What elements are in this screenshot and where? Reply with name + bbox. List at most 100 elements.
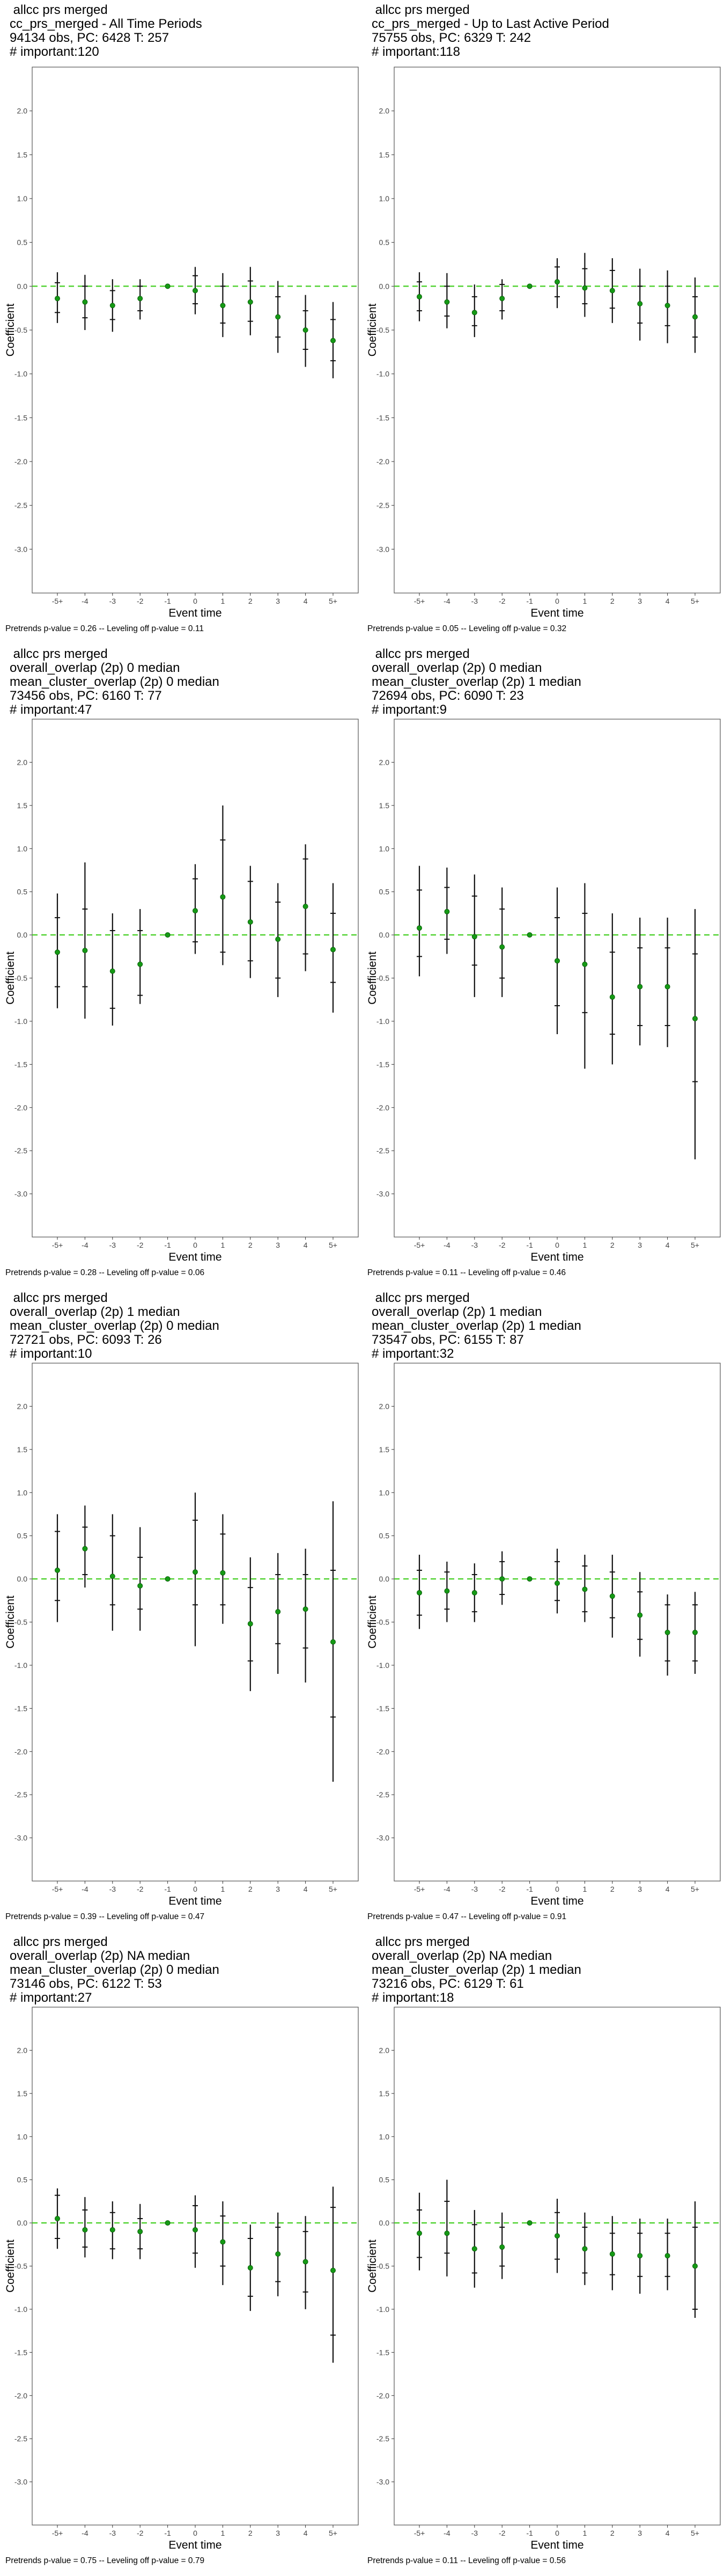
y-tick-label: 0.0: [17, 282, 28, 290]
coefficient-point: [275, 1609, 281, 1615]
x-tick-label: -1: [164, 2529, 171, 2537]
x-tick-label: 0: [555, 2529, 559, 2537]
y-tick-label: -0.5: [14, 2262, 27, 2271]
y-tick-label: 1.5: [379, 1445, 390, 1454]
coefficient-point: [55, 949, 60, 955]
coefficient-point: [664, 984, 670, 990]
x-tick-label: 3: [638, 1885, 642, 1893]
coefficient-point: [220, 2239, 226, 2245]
y-tick-label: 1.5: [17, 2089, 28, 2098]
x-tick-label: 2: [610, 2529, 615, 2537]
coefficient-point: [193, 908, 198, 914]
plot-border: [394, 1363, 721, 1882]
chart-title: allcc prs merged: [10, 1291, 108, 1305]
y-tick-label: 0.0: [17, 2219, 28, 2227]
y-axis-title: Coefficient: [4, 303, 17, 356]
chart-subtitle-line: # important:10: [10, 1346, 92, 1361]
x-tick-label: 1: [221, 597, 225, 605]
chart-title: allcc prs merged: [372, 1935, 470, 1949]
coefficient-point: [302, 2259, 308, 2265]
coefficient-point: [193, 2227, 198, 2233]
chart-svg: 2.0 1.5 1.0 0.5 0.0 -0.5 -1.0 -1.5 -2.0 -2.5 -3.0 -…: [366, 719, 721, 1263]
y-tick-label: -1.0: [14, 1661, 27, 1670]
y-tick-label: 1.0: [379, 194, 390, 203]
y-tick-label: 1.0: [379, 844, 390, 853]
x-tick-label: -2: [137, 1885, 144, 1893]
y-tick-label: -1.0: [376, 1017, 389, 1026]
x-tick-label: 5+: [329, 1885, 337, 1893]
chart-panel: allcc prs merged cc_prs_merged - Up to La…: [362, 0, 724, 644]
coefficient-point: [609, 2251, 615, 2257]
y-tick-label: -1.5: [376, 2348, 389, 2357]
x-tick-label: -4: [82, 1885, 88, 1893]
chart-title: allcc prs merged: [10, 1935, 108, 1949]
coefficient-point: [555, 958, 560, 964]
chart-panel: allcc prs merged overall_overlap (2p) NA …: [0, 1932, 362, 2576]
coefficient-point: [417, 925, 422, 931]
x-tick-label: 5+: [691, 1885, 699, 1893]
chart-subtitle-line: 73216 obs, PC: 6129 T: 61: [372, 1977, 524, 1991]
coefficient-point: [637, 984, 643, 990]
coefficient-point: [555, 2233, 560, 2239]
y-tick-label: 1.0: [17, 1488, 28, 1497]
x-tick-label: 2: [248, 2529, 253, 2537]
coefficient-point: [582, 285, 588, 291]
x-tick-label: -5+: [52, 2529, 63, 2537]
x-tick-label: 2: [610, 1885, 615, 1893]
chart-panel: allcc prs merged overall_overlap (2p) 1 m…: [0, 1288, 362, 1932]
x-tick-label: 0: [193, 1885, 197, 1893]
plot-border: [32, 67, 359, 594]
chart-title-block: allcc prs merged overall_overlap (2p) 1 m…: [372, 1291, 581, 1361]
coefficient-point: [109, 968, 115, 974]
y-tick-label: -2.5: [14, 1790, 27, 1799]
x-tick-label: 3: [276, 597, 280, 605]
chart-subtitle-line: 73146 obs, PC: 6122 T: 53: [10, 1977, 162, 1991]
coefficient-point: [471, 934, 477, 940]
x-tick-label: -3: [109, 1885, 116, 1893]
y-axis-title: Coefficient: [4, 2240, 17, 2293]
chart-subtitle-line: # important:118: [372, 45, 460, 59]
chart-svg: 2.0 1.5 1.0 0.5 0.0 -0.5 -1.0 -1.5 -2.0 -2.5 -3.0 -…: [366, 2007, 721, 2551]
x-tick-label: -5+: [52, 1885, 63, 1893]
coefficient-point: [82, 2227, 88, 2233]
chart-title-block: allcc prs merged cc_prs_merged - All Time…: [10, 3, 202, 59]
chart-title-block: allcc prs merged cc_prs_merged - Up to La…: [372, 3, 609, 59]
coefficient-point: [692, 1629, 698, 1635]
coefficient-point: [582, 1586, 588, 1592]
y-tick-label: -1.0: [14, 1017, 27, 1026]
y-tick-label: 0.5: [17, 888, 28, 896]
y-tick-label: -0.5: [14, 974, 27, 983]
x-tick-label: 1: [583, 2529, 587, 2537]
x-tick-label: 2: [248, 597, 253, 605]
y-tick-label: -1.0: [376, 2305, 389, 2314]
x-axis-title: Event time: [168, 2539, 221, 2551]
coefficient-point: [109, 303, 115, 309]
y-tick-label: 1.0: [379, 1488, 390, 1497]
coefficient-point: [637, 1612, 643, 1618]
chart-title: allcc prs merged: [372, 647, 470, 661]
x-tick-label: 4: [304, 2529, 308, 2537]
x-tick-label: -3: [109, 2529, 116, 2537]
y-tick-label: -0.5: [376, 974, 389, 983]
coefficient-point: [692, 314, 698, 320]
coefficient-point: [499, 1576, 505, 1582]
y-tick-label: -1.0: [14, 370, 27, 378]
coefficient-point: [417, 2230, 422, 2236]
coefficient-point: [247, 919, 253, 925]
y-tick-label: 2.0: [17, 1402, 28, 1410]
y-tick-label: -2.5: [14, 1146, 27, 1155]
y-tick-label: -2.0: [14, 2391, 27, 2400]
coefficient-point: [193, 288, 198, 294]
x-tick-label: 2: [610, 1241, 615, 1249]
chart-subtitle-line: # important:9: [372, 702, 447, 717]
x-tick-label: -3: [471, 1241, 478, 1249]
coefficient-point: [664, 303, 670, 309]
chart-subtitle-line: cc_prs_merged - Up to Last Active Period: [372, 17, 609, 31]
y-axis-title: Coefficient: [366, 952, 379, 1005]
chart-subtitle-line: # important:47: [10, 702, 92, 717]
chart-title: allcc prs merged: [10, 3, 108, 17]
y-tick-label: 2.0: [379, 758, 390, 766]
y-tick-label: -0.5: [376, 1618, 389, 1627]
x-tick-label: 4: [666, 1885, 670, 1893]
chart-svg: 2.0 1.5 1.0 0.5 0.0 -0.5 -1.0 -1.5 -2.0 -2.5 -3.0 -…: [4, 1363, 359, 1907]
